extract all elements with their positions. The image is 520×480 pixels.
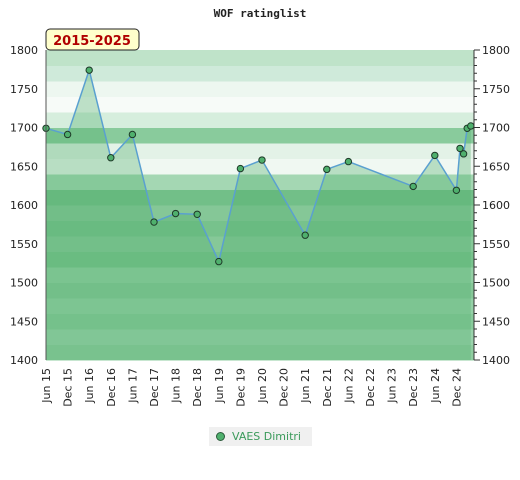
grid-band <box>46 267 474 283</box>
x-tick-label: Dec 22 <box>364 368 377 407</box>
period-label: 2015-2025 <box>53 34 131 49</box>
y-axis-right: 1400 1450 1500 1550 1600 1650 1700 1750 1800 <box>473 44 510 367</box>
y-tick-label-left: 1750 <box>10 83 38 96</box>
legend-label: VAES Dimitri <box>232 430 301 443</box>
x-tick-label: Dec 19 <box>234 368 247 407</box>
y-tick-label-left: 1550 <box>10 238 38 251</box>
x-tick-label: Jun 16 <box>83 368 96 404</box>
data-point <box>85 66 93 74</box>
series-area <box>46 70 471 360</box>
y-tick-label-right: 1500 <box>482 277 510 290</box>
x-tick-label: Dec 15 <box>62 368 75 407</box>
x-tick-label: Jun 19 <box>213 368 226 404</box>
grid-band <box>46 65 474 82</box>
grid-band <box>46 329 474 345</box>
grid-band <box>46 313 474 330</box>
data-point <box>236 164 245 173</box>
y-tick-label-left: 1800 <box>10 44 38 57</box>
x-tick-label: Dec 17 <box>148 368 161 407</box>
period-box: 2015-2025 <box>45 28 140 51</box>
data-point <box>150 218 158 226</box>
y-tick-label-right: 1800 <box>482 44 510 57</box>
grid-band <box>46 251 474 268</box>
x-tick-label: Dec 21 <box>321 368 334 407</box>
data-point <box>258 156 266 164</box>
data-point <box>128 130 137 139</box>
x-tick-label: Jun 22 <box>342 368 355 404</box>
y-tick-label-right: 1550 <box>482 238 510 251</box>
y-axis-left: 1400 1450 1500 1550 1600 1650 1700 1750 1800 <box>10 44 47 367</box>
grid-band <box>46 189 474 206</box>
y-tick-label-right: 1450 <box>482 315 510 328</box>
x-tick-label: Dec 18 <box>191 368 204 407</box>
grid-band <box>46 158 474 175</box>
grid-band <box>46 236 474 252</box>
chart-title: WOF ratinglist <box>214 7 307 20</box>
x-tick-label: Dec 16 <box>105 368 118 407</box>
y-tick-label-left: 1500 <box>10 277 38 290</box>
data-point <box>171 209 180 218</box>
x-tick-label: Jun 24 <box>429 368 442 404</box>
grid-band <box>46 81 474 97</box>
grid-band <box>46 127 474 144</box>
x-tick-label: Dec 24 <box>450 368 463 407</box>
y-tick-label-right: 1650 <box>482 160 510 173</box>
x-tick-label: Jun 15 <box>40 368 53 404</box>
y-tick-label-right: 1400 <box>482 354 510 367</box>
data-point <box>301 231 309 239</box>
legend: VAES Dimitri <box>209 427 312 446</box>
x-tick-label: Jun 18 <box>170 368 183 404</box>
data-point <box>215 257 223 266</box>
data-point <box>459 150 468 158</box>
y-tick-label-right: 1750 <box>482 83 510 96</box>
x-axis: Jun 15 Dec 15 Jun 16 Dec 16 Jun 17 Dec 17 Jun … <box>40 368 463 407</box>
area-layer <box>46 70 471 360</box>
grid-band <box>46 112 474 128</box>
x-tick-label: Jun 17 <box>126 368 139 404</box>
data-point <box>323 165 331 174</box>
legend-marker-icon <box>216 432 225 441</box>
x-tick-label: Dec 20 <box>278 368 291 407</box>
x-tick-label: Jun 23 <box>386 368 399 404</box>
data-point <box>63 130 72 139</box>
data-point <box>344 157 353 166</box>
y-tick-label-left: 1400 <box>10 354 38 367</box>
grid-band <box>46 96 474 113</box>
y-tick-label-right: 1600 <box>482 199 510 212</box>
data-point <box>431 151 439 160</box>
y-tick-label-left: 1600 <box>10 199 38 212</box>
data-point <box>467 122 475 130</box>
grid-band <box>46 298 474 314</box>
grid-band <box>46 344 474 361</box>
data-point <box>107 154 115 162</box>
x-tick-label: Jun 20 <box>256 368 269 404</box>
data-point <box>456 144 464 153</box>
x-tick-label: Jun 21 <box>299 368 312 404</box>
data-point <box>193 210 201 219</box>
y-tick-label-left: 1450 <box>10 315 38 328</box>
data-point <box>409 182 417 191</box>
grid-band <box>46 282 474 299</box>
y-tick-label-right: 1700 <box>482 122 510 135</box>
grid-band <box>46 174 474 190</box>
y-tick-label-left: 1700 <box>10 122 38 135</box>
y-tick-label-left: 1650 <box>10 160 38 173</box>
x-tick-label: Dec 23 <box>407 368 420 407</box>
grid-band <box>46 143 474 159</box>
data-point <box>452 186 461 194</box>
grid-band <box>46 50 474 66</box>
